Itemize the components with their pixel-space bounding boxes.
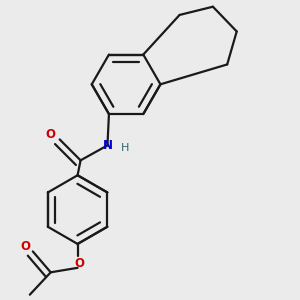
Text: N: N <box>102 139 112 152</box>
Text: H: H <box>121 143 130 153</box>
Text: O: O <box>46 128 56 141</box>
Text: O: O <box>20 239 30 253</box>
Text: O: O <box>74 257 84 270</box>
